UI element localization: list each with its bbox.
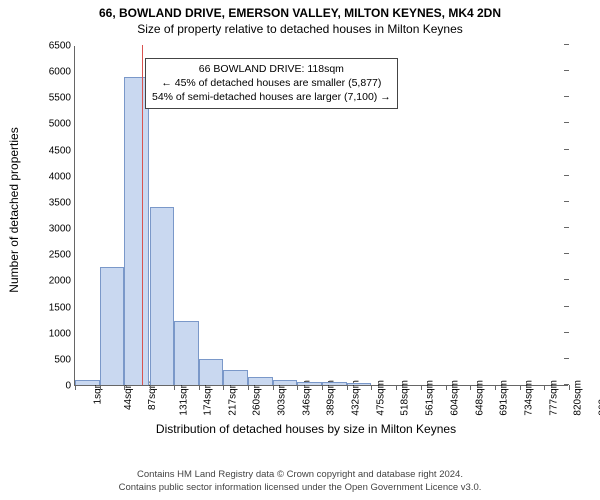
footer-attribution: Contains HM Land Registry data © Crown c…: [0, 469, 600, 494]
x-tick-mark: [150, 385, 151, 390]
x-tick-mark: [322, 385, 323, 390]
x-tick-mark: [223, 385, 224, 390]
y-tick-label: 0: [65, 381, 75, 392]
y-tick-mark: [564, 358, 569, 359]
x-tick-label: 432sqm: [351, 380, 362, 416]
x-tick-label: 174sqm: [203, 380, 214, 416]
x-tick-label: 389sqm: [326, 380, 337, 416]
y-tick-label: 4500: [49, 145, 75, 156]
x-tick-mark: [569, 385, 570, 390]
y-tick-label: 6500: [49, 41, 75, 52]
x-tick-mark: [446, 385, 447, 390]
y-tick-label: 2000: [49, 276, 75, 287]
y-tick-mark: [564, 279, 569, 280]
x-tick-label: 346sqm: [301, 380, 312, 416]
x-tick-label: 131sqm: [178, 380, 189, 416]
x-tick-mark: [124, 385, 125, 390]
histogram-bar: [322, 382, 347, 385]
plot-region: 0500100015002000250030003500400045005000…: [74, 46, 568, 386]
y-tick-mark: [564, 44, 569, 45]
chart-title-address: 66, BOWLAND DRIVE, EMERSON VALLEY, MILTO…: [0, 0, 600, 20]
x-tick-mark: [421, 385, 422, 390]
histogram-bar: [347, 383, 372, 385]
x-tick-mark: [347, 385, 348, 390]
x-tick-mark: [248, 385, 249, 390]
histogram-bar: [174, 321, 199, 385]
y-tick-label: 500: [54, 354, 75, 365]
x-tick-label: 648sqm: [474, 380, 485, 416]
histogram-bar: [248, 377, 273, 385]
x-tick-label: 303sqm: [277, 380, 288, 416]
histogram-bar: [273, 380, 298, 385]
chart-title-desc: Size of property relative to detached ho…: [0, 20, 600, 36]
x-tick-label: 604sqm: [449, 380, 460, 416]
footer-line-2: Contains public sector information licen…: [0, 482, 600, 494]
chart-area: Number of detached properties 0500100015…: [32, 40, 580, 435]
x-tick-mark: [544, 385, 545, 390]
x-tick-mark: [273, 385, 274, 390]
histogram-bar: [100, 267, 125, 385]
x-tick-label: 217sqm: [227, 380, 238, 416]
annotation-line: 54% of semi-detached houses are larger (…: [152, 90, 391, 104]
y-tick-label: 1500: [49, 302, 75, 313]
y-tick-mark: [564, 122, 569, 123]
x-tick-mark: [297, 385, 298, 390]
histogram-bar: [150, 207, 175, 385]
x-tick-label: 260sqm: [252, 380, 263, 416]
y-tick-label: 1000: [49, 328, 75, 339]
y-tick-mark: [564, 149, 569, 150]
x-tick-label: 691sqm: [499, 380, 510, 416]
x-tick-label: 518sqm: [400, 380, 411, 416]
y-tick-label: 3500: [49, 197, 75, 208]
histogram-bar: [124, 77, 149, 385]
x-tick-label: 734sqm: [524, 380, 535, 416]
property-marker-line: [142, 45, 143, 385]
x-tick-mark: [199, 385, 200, 390]
x-tick-mark: [75, 385, 76, 390]
y-tick-label: 5500: [49, 93, 75, 104]
y-tick-mark: [564, 306, 569, 307]
annotation-box: 66 BOWLAND DRIVE: 118sqm← 45% of detache…: [145, 58, 398, 109]
x-tick-mark: [396, 385, 397, 390]
histogram-bar: [223, 370, 248, 385]
histogram-bar: [297, 382, 322, 385]
x-tick-mark: [174, 385, 175, 390]
x-tick-label: 777sqm: [548, 380, 559, 416]
annotation-line: 66 BOWLAND DRIVE: 118sqm: [152, 62, 391, 76]
y-tick-label: 2500: [49, 250, 75, 261]
y-tick-mark: [564, 70, 569, 71]
x-tick-mark: [470, 385, 471, 390]
footer-line-1: Contains HM Land Registry data © Crown c…: [0, 469, 600, 481]
y-tick-mark: [564, 201, 569, 202]
y-tick-mark: [564, 96, 569, 97]
x-tick-mark: [100, 385, 101, 390]
x-tick-mark: [495, 385, 496, 390]
y-axis-label: Number of detached properties: [7, 127, 21, 292]
y-tick-label: 5000: [49, 119, 75, 130]
histogram-bar: [199, 359, 224, 385]
chart-container: { "titles": { "line1": "66, BOWLAND DRIV…: [0, 0, 600, 500]
annotation-line: ← 45% of detached houses are smaller (5,…: [152, 76, 391, 90]
x-tick-mark: [371, 385, 372, 390]
y-tick-mark: [564, 175, 569, 176]
y-tick-mark: [564, 332, 569, 333]
y-tick-label: 6000: [49, 67, 75, 78]
y-tick-mark: [564, 253, 569, 254]
y-tick-label: 3000: [49, 224, 75, 235]
x-tick-mark: [520, 385, 521, 390]
x-tick-label: 561sqm: [425, 380, 436, 416]
x-tick-label: 475sqm: [375, 380, 386, 416]
y-tick-mark: [564, 227, 569, 228]
x-axis-label: Distribution of detached houses by size …: [32, 422, 580, 436]
y-tick-label: 4000: [49, 171, 75, 182]
x-tick-label: 820sqm: [573, 380, 584, 416]
histogram-bar: [75, 380, 100, 385]
